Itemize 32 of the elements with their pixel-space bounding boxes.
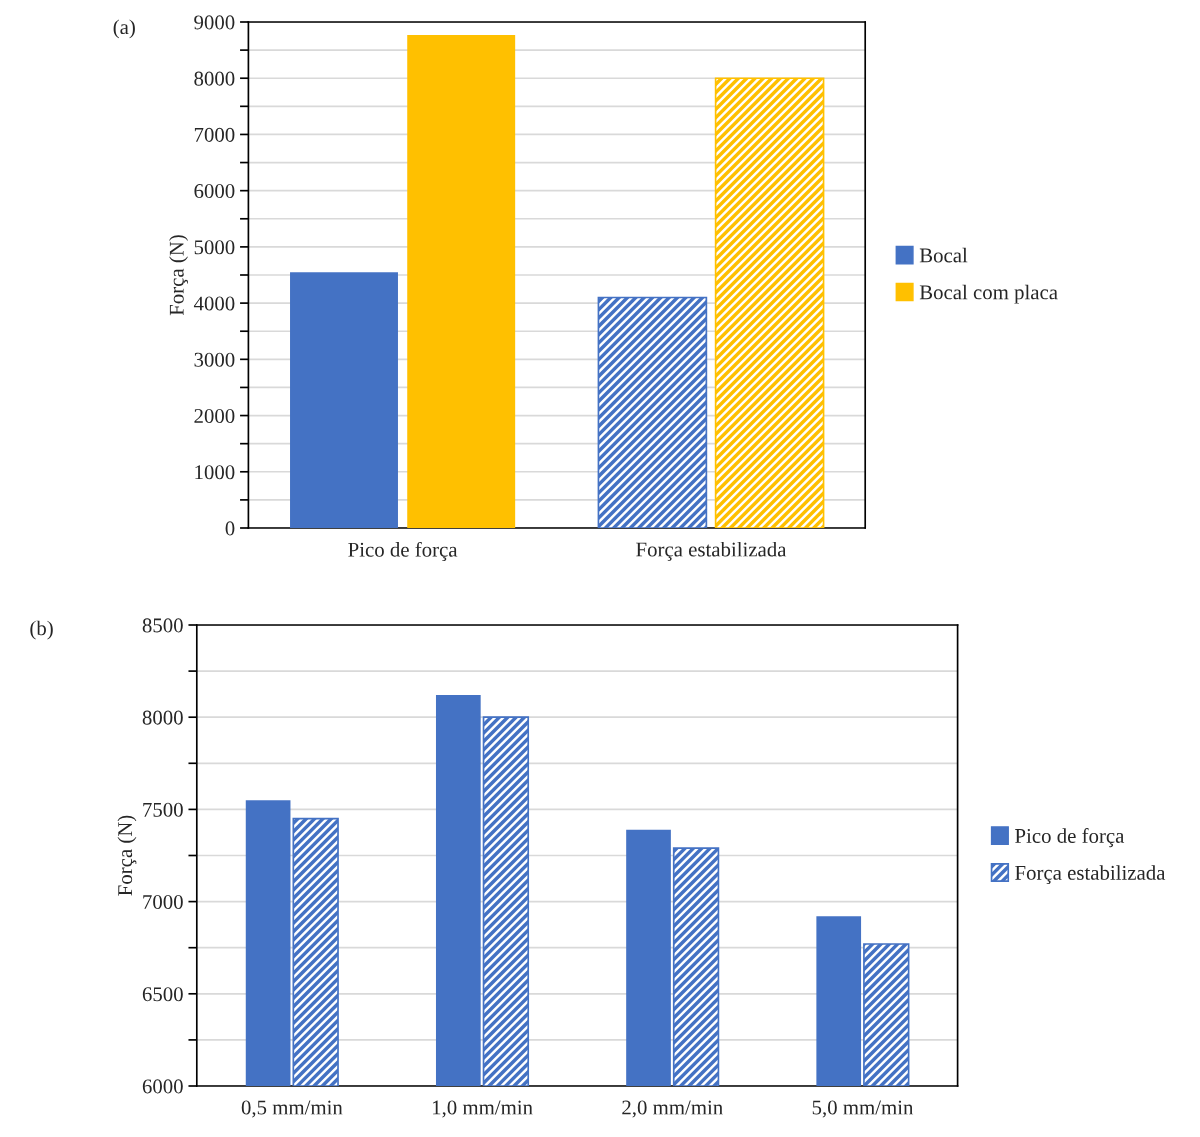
legend-label: Pico de força [1015,828,1125,848]
x-tick-label: 2,0 mm/min [622,1100,723,1118]
bar [714,77,825,528]
y-tick-label: 7000 [194,127,235,142]
y-tick-label: 8000 [142,710,183,725]
x-tick-label: 1,0 mm/min [433,1100,533,1118]
legend-label: Bocal com placa [919,284,1058,304]
y-tick-label: 6000 [142,1079,183,1094]
y-tick-label: 8500 [142,618,183,633]
y-tick-label: 3000 [194,352,235,367]
x-tick-label: 0,5 mm/min [241,1100,343,1118]
y-axis-title: Força (N) [117,815,137,896]
legend-label: Força estabilizada [1015,865,1166,885]
y-tick-label: 7500 [143,802,183,817]
y-axis-title: Força (N) [169,235,188,316]
y-tick-label: 4000 [193,296,235,311]
y-tick-label: 2000 [194,408,235,423]
legend-label: Bocal [919,247,968,263]
y-tick-label: 1000 [195,465,235,480]
y-tick-label: 0 [225,521,235,536]
bar [290,272,398,528]
bar [407,34,516,528]
y-tick-label: 9000 [194,15,235,30]
y-tick-label: 7000 [143,894,183,910]
chart-title: (a) [113,19,135,39]
y-tick-label: 5000 [194,240,235,255]
y-tick-label: 6500 [142,987,183,1002]
y-tick-label: 8000 [194,71,235,86]
bar [597,296,708,528]
chart-title: (b) [30,620,53,640]
x-tick-label: 5,0 mm/min [812,1100,914,1118]
y-tick-label: 6000 [194,184,235,199]
